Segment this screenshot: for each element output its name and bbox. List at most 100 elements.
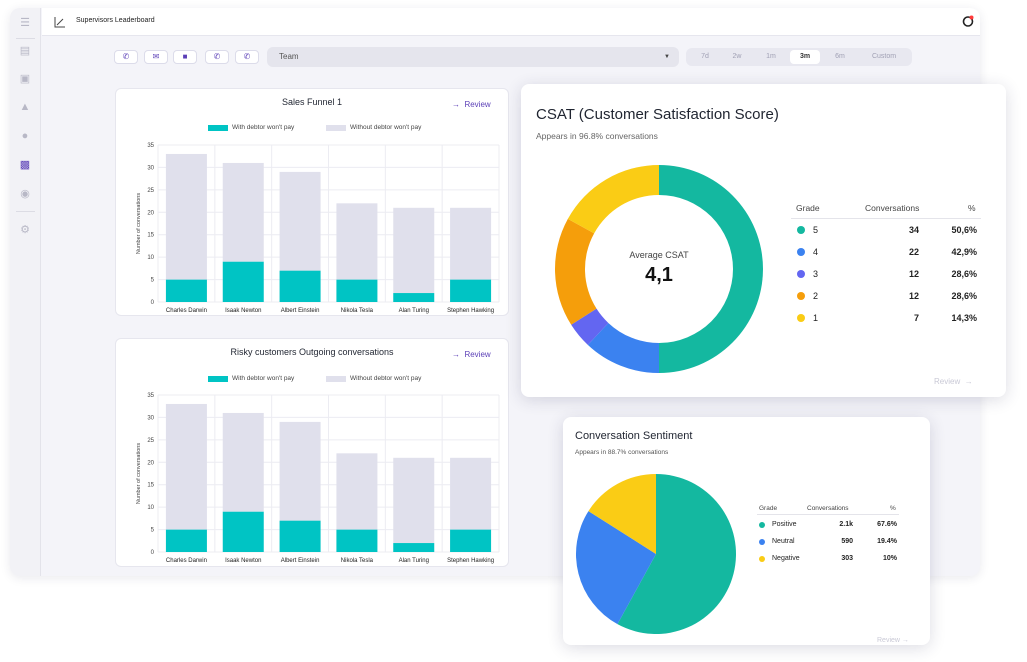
y-tick-label: 20 <box>147 460 154 466</box>
sentiment-col-grade: Grade <box>759 505 778 512</box>
pie-slice <box>555 218 597 325</box>
conversations-cell: 2.1k <box>839 521 853 528</box>
table-divider <box>757 514 899 515</box>
settings-icon[interactable]: ⚙ <box>20 224 30 236</box>
pct-cell: 14,3% <box>951 313 977 323</box>
pie-slice <box>588 474 656 554</box>
bar <box>336 279 378 302</box>
pct-cell: 28,6% <box>951 269 977 279</box>
sentiment-col-conversations: Conversations <box>807 505 849 512</box>
pie-slice <box>567 165 659 234</box>
bar <box>165 403 207 530</box>
csat-donut-chart <box>555 165 763 373</box>
x-tick-label: Nikola Tesla <box>341 558 374 564</box>
arrow-right-icon: → <box>964 377 973 386</box>
y-tick-label: 0 <box>151 300 155 306</box>
bar <box>279 171 321 271</box>
pct-cell: 10% <box>882 555 897 562</box>
y-tick-label: 15 <box>147 483 154 489</box>
pie-slice <box>587 322 659 373</box>
bar-chart: 0 5 10 15 20 25 30 35 Number of conversations Cha… <box>136 393 500 564</box>
grade-color-dot <box>797 270 805 278</box>
review-link[interactable]: → Review <box>452 350 491 359</box>
average-csat-value: 4,1 <box>645 264 673 286</box>
review-link[interactable]: Review → <box>934 377 973 386</box>
review-link[interactable]: Review → <box>877 637 909 644</box>
x-tick-label: Isaak Newton <box>225 558 261 564</box>
grade-cell: 4 <box>813 247 819 257</box>
sentiment-subtitle: Appears in 88.7% conversations <box>575 449 669 456</box>
y-tick-label: 10 <box>147 255 154 261</box>
date-range-selector: 7d 2w 1m 3m 6m Custom <box>686 48 912 66</box>
sales-funnel-card: Sales Funnel 1 → Review With debtor won'… <box>115 88 509 316</box>
grade-color-dot <box>797 248 805 256</box>
graduation-icon[interactable]: ▲ <box>19 101 31 113</box>
y-axis-label: Number of conversations <box>136 443 142 504</box>
range-3m[interactable]: 3m <box>790 50 820 64</box>
legend-swatch-with <box>208 125 228 131</box>
chat-filter-button[interactable]: ■ <box>173 50 197 64</box>
table-divider <box>791 218 981 219</box>
legend-label-without: Without debtor won't pay <box>350 375 422 382</box>
x-tick-label: Alan Turing <box>399 558 429 564</box>
grade-cell: 2 <box>813 291 819 301</box>
pie-slice <box>617 474 736 634</box>
inbox-icon[interactable]: ▤ <box>19 45 31 57</box>
bar <box>336 203 378 280</box>
chart-line-icon[interactable] <box>54 16 66 28</box>
legend-label-with: With debtor won't pay <box>232 124 295 131</box>
chart-title: Sales Funnel 1 <box>281 97 343 107</box>
csat-card: CSAT (Customer Satisfaction Score) Appea… <box>521 84 1006 397</box>
grade-cell: 3 <box>813 269 819 279</box>
review-label: Review <box>464 100 491 109</box>
x-tick-label: Albert Einstein <box>281 308 320 314</box>
grade-color-dot <box>797 226 805 234</box>
bar <box>336 453 378 530</box>
grade-color-dot <box>797 314 805 322</box>
conversations-cell: 12 <box>908 269 919 279</box>
pct-cell: 19.4% <box>877 538 897 545</box>
phone-filter-button[interactable]: ✆ <box>114 50 138 64</box>
csat-subtitle: Appears in 96.8% conversations <box>536 131 658 141</box>
team-select[interactable]: Team ▼ <box>267 47 679 67</box>
grade-cell: Negative <box>772 555 800 562</box>
chevron-down-icon: ▼ <box>664 54 670 60</box>
call-in-filter-button[interactable]: ✆ <box>205 50 229 64</box>
grade-color-dot <box>797 292 805 300</box>
range-custom[interactable]: Custom <box>871 53 897 60</box>
conversations-cell: 590 <box>841 538 853 545</box>
call-out-filter-button[interactable]: ✆ <box>235 50 259 64</box>
y-tick-label: 30 <box>147 415 154 421</box>
review-link[interactable]: → Review <box>452 100 491 109</box>
conversations-cell: 34 <box>908 225 919 235</box>
bar <box>450 207 492 280</box>
grade-color-dot <box>759 522 765 528</box>
mail-filter-button[interactable]: ✉ <box>144 50 168 64</box>
archive-icon[interactable]: ▣ <box>19 73 31 85</box>
bar <box>450 529 492 552</box>
menu-icon[interactable]: ☰ <box>20 17 30 29</box>
range-1m[interactable]: 1m <box>766 53 776 60</box>
bar <box>393 543 435 552</box>
average-csat-label: Average CSAT <box>629 250 689 260</box>
sidebar-divider <box>16 211 35 212</box>
csat-col-grade: Grade <box>796 203 820 213</box>
users-icon[interactable]: ● <box>21 130 29 142</box>
bar <box>450 279 492 302</box>
x-tick-label: Charles Darwin <box>166 558 207 564</box>
legend-swatch-with <box>208 376 228 382</box>
user-menu-icon[interactable] <box>962 15 974 27</box>
x-tick-label: Nikola Tesla <box>341 308 374 314</box>
chart-icon[interactable]: ▩ <box>19 159 31 171</box>
bar <box>165 153 207 280</box>
bar <box>222 162 264 262</box>
range-6m[interactable]: 6m <box>835 53 845 60</box>
bar <box>279 421 321 521</box>
csat-col-conversations: Conversations <box>865 203 920 213</box>
range-2w[interactable]: 2w <box>732 53 742 60</box>
y-tick-label: 30 <box>147 165 154 171</box>
person-icon[interactable]: ◉ <box>20 188 30 200</box>
y-tick-label: 35 <box>147 393 154 399</box>
top-bar: Supervisors Leaderboard <box>42 8 980 36</box>
range-7d[interactable]: 7d <box>701 53 709 60</box>
